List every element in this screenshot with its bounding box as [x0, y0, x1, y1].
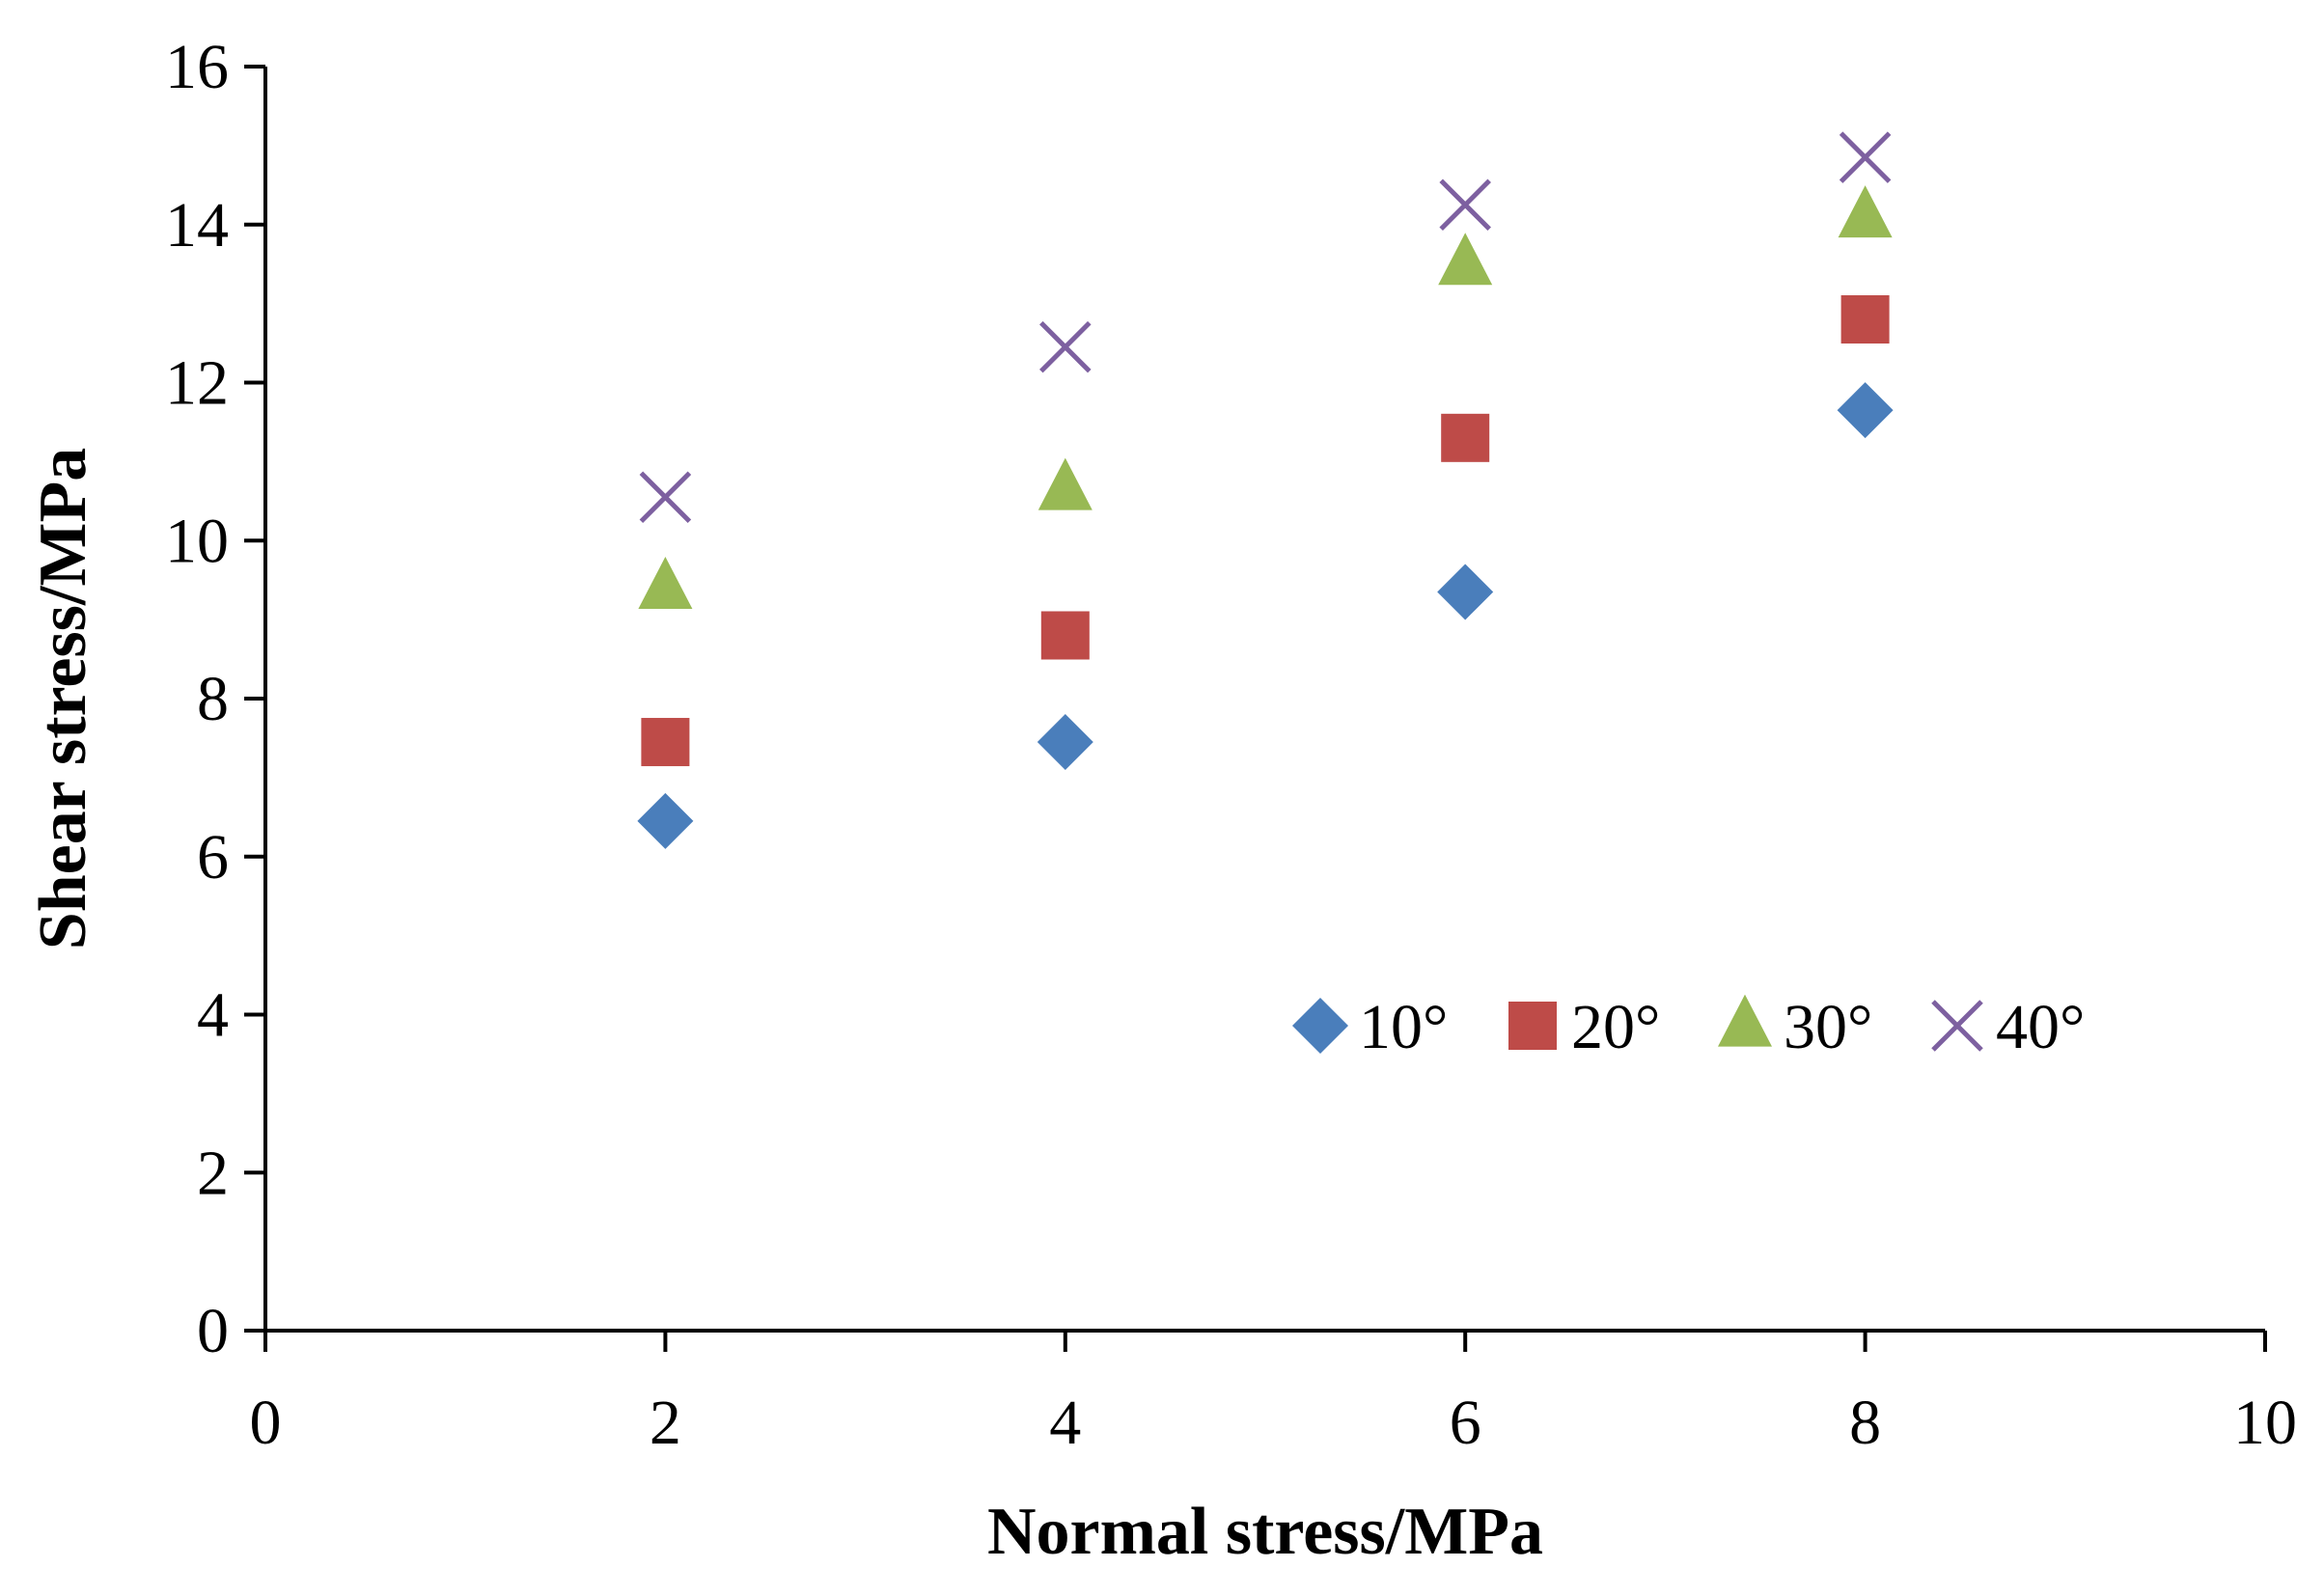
legend-label: 30°	[1784, 992, 1872, 1062]
data-point-triangle	[1038, 457, 1093, 510]
y-tick-label: 16	[165, 32, 229, 102]
y-tick-label: 14	[165, 190, 229, 261]
data-point-diamond	[1837, 382, 1894, 439]
data-point-x	[639, 471, 692, 523]
data-point-square	[641, 718, 690, 767]
data-point-x-stroke	[639, 471, 692, 523]
data-point-diamond	[1037, 714, 1093, 771]
x-tick-label: 4	[1049, 1388, 1081, 1458]
data-point-x	[1039, 320, 1092, 373]
y-axis-title: Shear stress/MPa	[26, 448, 100, 949]
legend-marker-diamond	[1292, 998, 1348, 1054]
x-tick-label: 10	[2233, 1388, 2297, 1458]
data-point-triangle	[1438, 233, 1493, 286]
x-tick-label: 2	[650, 1388, 681, 1458]
y-tick-label: 4	[197, 980, 229, 1051]
data-point-diamond	[1437, 564, 1494, 620]
y-tick-label: 10	[165, 506, 229, 576]
y-tick-label: 0	[197, 1296, 229, 1366]
data-point-square	[1040, 611, 1090, 660]
data-point-diamond	[637, 792, 694, 849]
y-tick-label: 6	[197, 822, 229, 893]
y-tick-label: 12	[165, 348, 229, 419]
y-tick-label: 8	[197, 664, 229, 734]
legend-label: 20°	[1571, 992, 1660, 1062]
x-axis-title: Normal stress/MPa	[987, 1495, 1543, 1569]
legend-marker-x	[1931, 1000, 1983, 1052]
data-point-x-stroke	[1039, 320, 1092, 373]
y-tick-label: 2	[197, 1138, 229, 1208]
data-point-square	[1441, 413, 1490, 462]
data-point-x-stroke	[1439, 179, 1491, 232]
data-point-x	[1839, 131, 1892, 183]
legend-marker-x-stroke	[1931, 1000, 1983, 1052]
data-point-x-stroke	[1839, 131, 1892, 183]
data-point-triangle	[638, 556, 693, 609]
x-tick-label: 8	[1849, 1388, 1881, 1458]
x-tick-label: 0	[250, 1388, 282, 1458]
legend-marker-square	[1508, 1002, 1557, 1050]
legend-label: 40°	[1996, 992, 2085, 1062]
data-point-triangle	[1838, 185, 1893, 238]
axes: 0 2 4 6 8 10 12 14 16 0 2 4 6 8 10	[165, 32, 2297, 1458]
data-point-square	[1840, 295, 1890, 344]
legend-marker-triangle	[1718, 994, 1772, 1047]
legend: 10° 20° 30° 40°	[1292, 992, 2085, 1062]
data-point-x	[1439, 179, 1491, 232]
legend-label: 10°	[1359, 992, 1448, 1062]
data-points	[637, 131, 1894, 849]
x-tick-label: 6	[1450, 1388, 1481, 1458]
